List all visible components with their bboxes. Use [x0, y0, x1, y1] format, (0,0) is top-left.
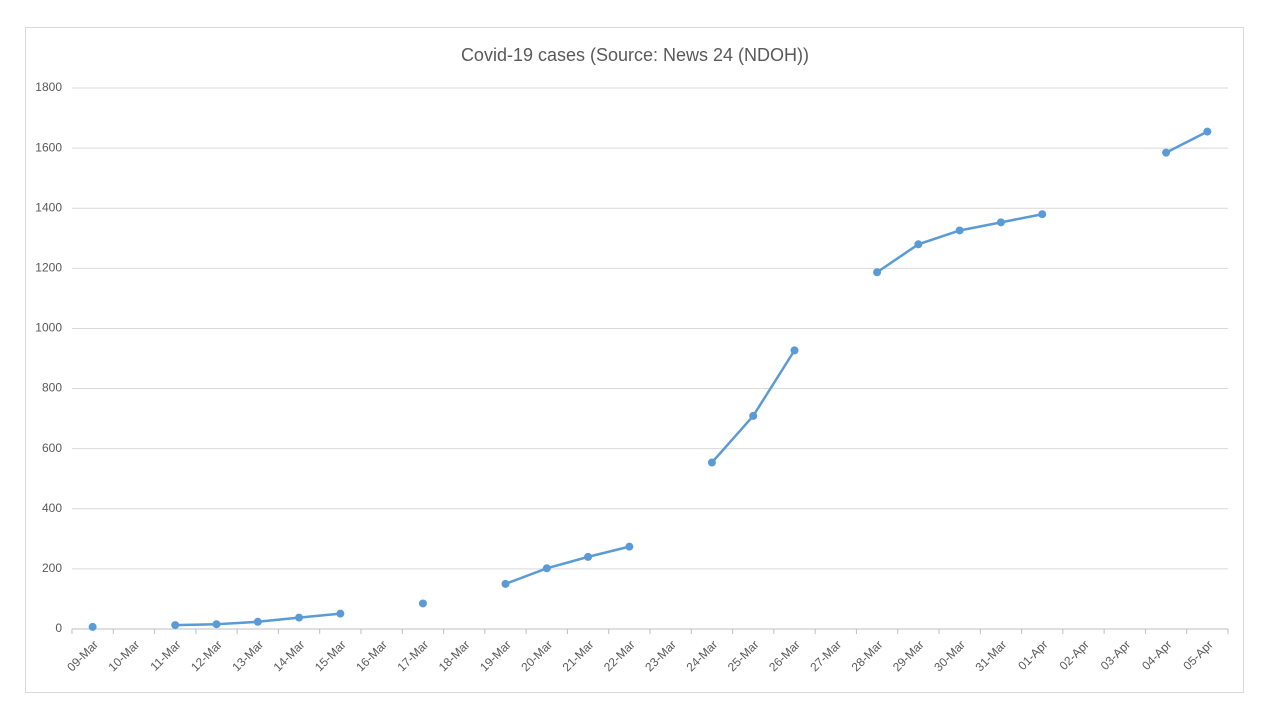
chart-border — [25, 27, 1244, 693]
marker — [584, 552, 593, 561]
y-tick-label: 1400 — [35, 200, 62, 214]
y-tick-label: 1000 — [35, 321, 62, 335]
y-tick-label: 1600 — [35, 140, 62, 154]
marker — [212, 620, 221, 629]
marker — [88, 622, 97, 631]
chart-title: Covid-19 cases (Source: News 24 (NDOH)) — [461, 45, 809, 65]
y-tick-label: 800 — [42, 381, 62, 395]
y-tick-label: 1800 — [35, 80, 62, 94]
marker — [749, 411, 758, 420]
marker — [707, 458, 716, 467]
marker — [625, 542, 634, 551]
y-tick-label: 0 — [55, 621, 62, 635]
marker — [171, 621, 180, 630]
y-tick-label: 1200 — [35, 261, 62, 275]
marker — [914, 240, 923, 249]
y-tick-label: 200 — [42, 561, 62, 575]
marker — [418, 599, 427, 608]
y-tick-label: 400 — [42, 501, 62, 515]
line — [1165, 130, 1208, 154]
marker — [253, 617, 262, 626]
marker — [873, 268, 882, 277]
marker — [1162, 148, 1171, 157]
line — [505, 545, 630, 586]
marker — [336, 609, 345, 618]
marker — [295, 613, 304, 622]
marker — [790, 346, 799, 355]
marker — [1203, 127, 1212, 136]
marker — [955, 226, 964, 235]
y-tick-label: 600 — [42, 441, 62, 455]
marker — [542, 564, 551, 573]
marker — [501, 579, 510, 588]
marker — [996, 218, 1005, 227]
marker — [1038, 210, 1047, 219]
